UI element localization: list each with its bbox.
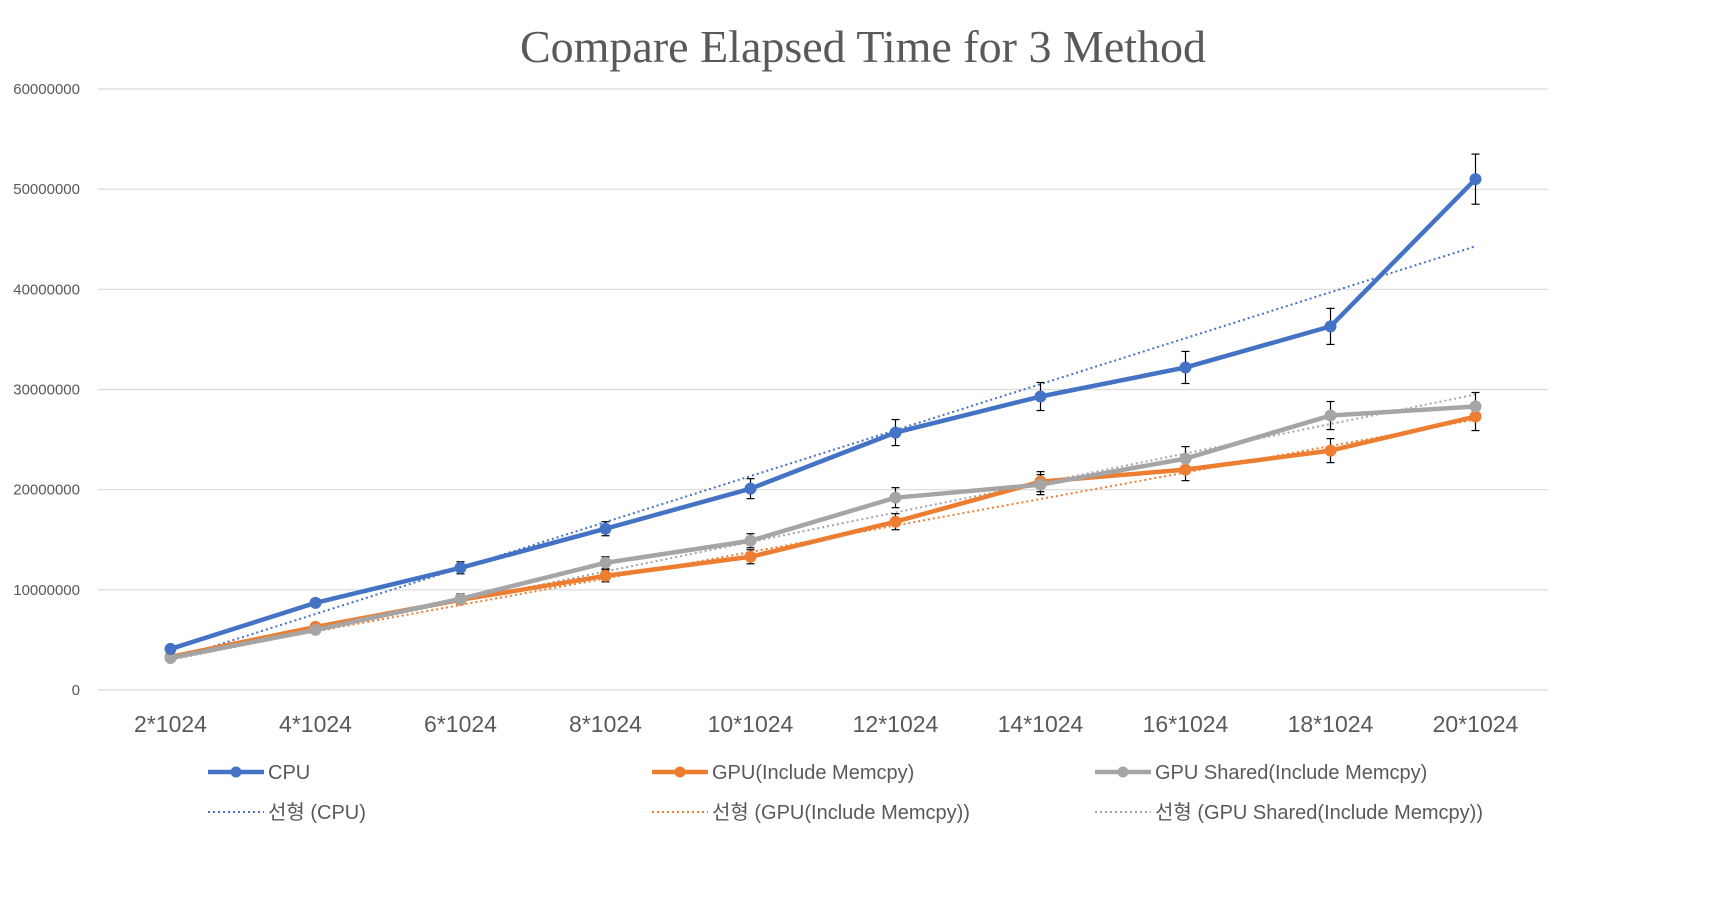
data-point-2-4 bbox=[744, 534, 757, 547]
legend-marker-2 bbox=[1117, 766, 1129, 778]
data-point-1-7 bbox=[1179, 463, 1192, 476]
legend-label-1: GPU(Include Memcpy) bbox=[712, 762, 914, 784]
data-point-2-6 bbox=[1034, 478, 1047, 491]
series-lines bbox=[164, 173, 1482, 664]
y-tick-label-2: 20000000 bbox=[13, 482, 80, 499]
error-bars bbox=[166, 153, 1480, 661]
chart-title: Compare Elapsed Time for 3 Method bbox=[520, 21, 1206, 72]
data-point-2-8 bbox=[1324, 409, 1337, 422]
x-tick-label-8: 18*1024 bbox=[1288, 711, 1374, 737]
x-tick-label-7: 16*1024 bbox=[1143, 711, 1229, 737]
data-point-2-7 bbox=[1179, 452, 1192, 465]
y-tick-label-1: 10000000 bbox=[13, 582, 80, 599]
legend-trend-label-2: 선형 (GPU Shared(Include Memcpy)) bbox=[1155, 801, 1483, 824]
trendline-0 bbox=[170, 245, 1476, 661]
data-point-1-9 bbox=[1469, 410, 1482, 423]
y-tick-label-4: 40000000 bbox=[13, 281, 80, 298]
series-line-0 bbox=[169, 177, 1478, 652]
x-tick-label-9: 20*1024 bbox=[1433, 711, 1519, 737]
x-tick-label-2: 6*1024 bbox=[424, 711, 497, 737]
data-point-0-6 bbox=[1034, 390, 1047, 403]
data-point-1-5 bbox=[889, 515, 902, 528]
data-point-0-3 bbox=[599, 522, 612, 535]
x-tick-label-0: 2*1024 bbox=[134, 711, 207, 737]
y-axis-ticks: 0 10000000 20000000 30000000 40000000 5000000… bbox=[13, 81, 80, 699]
legend-label-2: GPU Shared(Include Memcpy) bbox=[1155, 762, 1427, 784]
legend-trend-label-1: 선형 (GPU(Include Memcpy)) bbox=[712, 801, 970, 824]
x-tick-label-4: 10*1024 bbox=[708, 711, 794, 737]
legend-marker-1 bbox=[674, 766, 686, 778]
data-point-2-5 bbox=[889, 491, 902, 504]
legend-label-0: CPU bbox=[268, 762, 310, 784]
y-tick-label-3: 30000000 bbox=[13, 382, 80, 399]
data-point-0-9 bbox=[1469, 173, 1482, 186]
x-axis-ticks: 2*1024 4*1024 6*1024 8*1024 10*1024 12*1024 14… bbox=[134, 711, 1519, 737]
data-point-0-8 bbox=[1324, 320, 1337, 333]
legend: CPU GPU(Include Memcpy) GPU Shared(Include… bbox=[208, 762, 1483, 824]
y-tick-label-6: 60000000 bbox=[13, 81, 80, 98]
data-point-2-3 bbox=[599, 556, 612, 569]
x-tick-label-1: 4*1024 bbox=[279, 711, 352, 737]
data-point-2-1 bbox=[309, 623, 322, 636]
data-point-2-2 bbox=[454, 592, 467, 605]
data-point-1-3 bbox=[599, 569, 612, 582]
legend-trend-label-0: 선형 (CPU) bbox=[268, 801, 366, 824]
series-line-2 bbox=[170, 404, 1476, 661]
legend-marker-0 bbox=[230, 766, 242, 778]
data-point-0-1 bbox=[309, 596, 322, 609]
data-point-1-4 bbox=[744, 550, 757, 563]
data-point-0-0 bbox=[164, 642, 177, 655]
grid-lines bbox=[98, 88, 1548, 691]
data-point-0-4 bbox=[744, 482, 757, 495]
data-point-2-9 bbox=[1469, 400, 1482, 413]
data-point-0-7 bbox=[1179, 361, 1192, 374]
x-tick-label-3: 8*1024 bbox=[569, 711, 642, 737]
x-tick-label-5: 12*1024 bbox=[853, 711, 939, 737]
trendlines bbox=[170, 245, 1476, 661]
x-tick-label-6: 14*1024 bbox=[998, 711, 1084, 737]
data-point-1-8 bbox=[1324, 444, 1337, 457]
data-point-0-2 bbox=[454, 561, 467, 574]
data-point-0-5 bbox=[889, 426, 902, 439]
y-tick-label-5: 50000000 bbox=[13, 181, 80, 198]
y-tick-label-0: 0 bbox=[72, 682, 80, 699]
